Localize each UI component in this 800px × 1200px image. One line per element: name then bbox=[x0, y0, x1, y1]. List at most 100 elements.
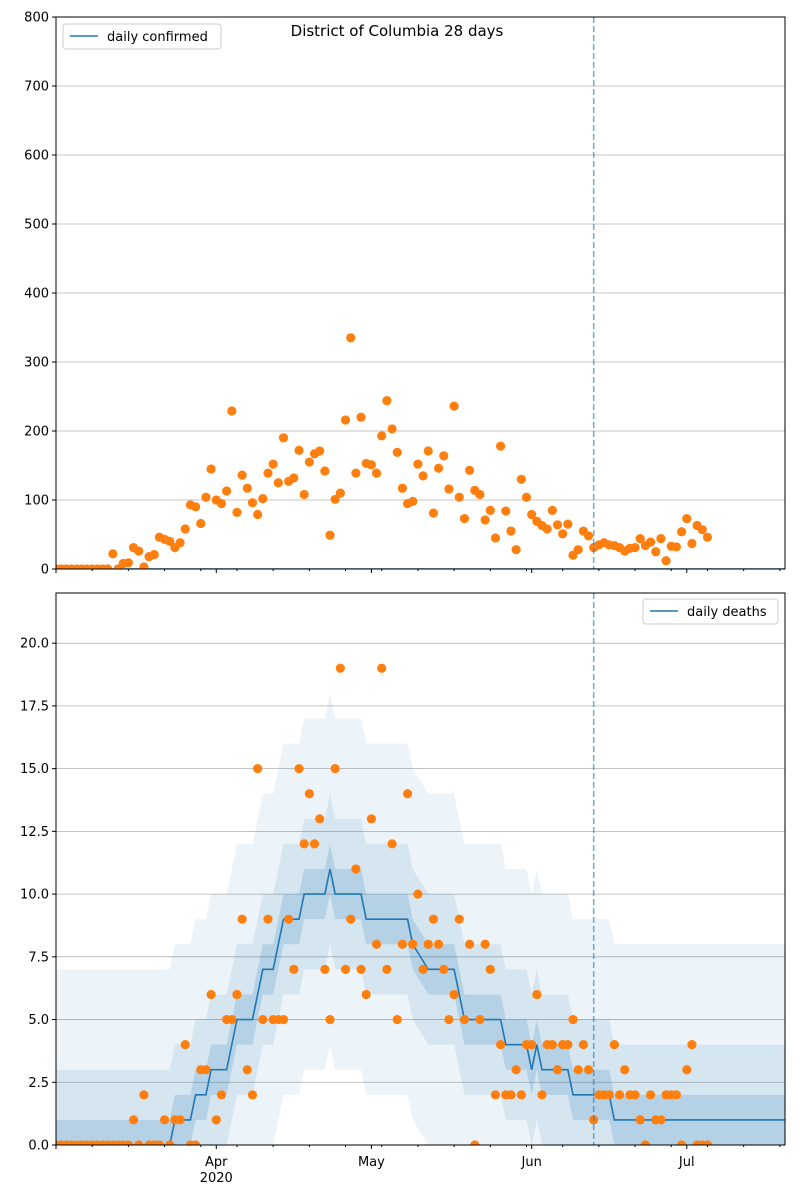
y-tick-label: 0 bbox=[41, 563, 49, 578]
deaths-data-point bbox=[682, 1065, 692, 1075]
y-tick-label: 10.0 bbox=[20, 888, 49, 903]
y-tick-label: 400 bbox=[24, 287, 49, 302]
confirmed-x-axis bbox=[55, 569, 781, 573]
deaths-data-point bbox=[516, 1090, 526, 1100]
deaths-data-point bbox=[397, 939, 408, 949]
deaths-data-point bbox=[289, 964, 299, 974]
confirmed-data-point bbox=[459, 514, 470, 524]
deaths-data-point bbox=[604, 1090, 614, 1100]
confirmed-data-point bbox=[671, 542, 682, 552]
deaths-data-point bbox=[382, 964, 392, 974]
confirmed-data-point bbox=[242, 483, 252, 493]
chart-title: District of Columbia 28 days bbox=[291, 22, 504, 40]
deaths-data-point bbox=[418, 964, 428, 974]
confirmed-data-point bbox=[149, 549, 159, 560]
confirmed-data-point bbox=[397, 483, 408, 493]
deaths-data-point bbox=[242, 1065, 252, 1075]
deaths-data-point bbox=[190, 1140, 201, 1145]
deaths-data-point bbox=[154, 1140, 165, 1145]
confirmed-data-point bbox=[371, 468, 382, 478]
deaths-data-point bbox=[465, 939, 475, 949]
confirmed-data-point bbox=[480, 515, 490, 525]
confirmed-data-point bbox=[351, 468, 361, 478]
confirmed-data-point bbox=[465, 465, 475, 475]
deaths-data-point bbox=[206, 989, 216, 1000]
y-tick-label: 500 bbox=[24, 218, 49, 233]
confirmed-data-point bbox=[134, 546, 144, 556]
confirmed-data-point bbox=[444, 484, 454, 494]
confirmed-data-point bbox=[103, 564, 113, 569]
deaths-data-point bbox=[253, 764, 263, 774]
confirmed-data-point bbox=[263, 468, 273, 478]
deaths-data-point bbox=[216, 1090, 227, 1100]
y-tick-label: 600 bbox=[24, 149, 49, 164]
confirmed-data-point bbox=[382, 396, 392, 406]
deaths-data-point bbox=[128, 1115, 139, 1125]
y-tick-label: 700 bbox=[24, 80, 49, 95]
confirmed-data-point bbox=[408, 496, 418, 506]
confirmed-data-point bbox=[190, 502, 201, 512]
y-tick-label: 2.5 bbox=[28, 1076, 49, 1091]
deaths-data-point bbox=[139, 1090, 149, 1100]
deaths-data-point bbox=[361, 989, 371, 1000]
x-tick-label: Jul bbox=[678, 1155, 695, 1170]
confirmed-data-point bbox=[356, 412, 366, 422]
x-tick-sublabel: 2020 bbox=[200, 1171, 233, 1186]
confirmed-data-point bbox=[661, 556, 671, 566]
confirmed-data-point bbox=[676, 527, 687, 537]
deaths-data-point bbox=[304, 789, 314, 799]
confirmed-data-point bbox=[320, 466, 330, 476]
deaths-data-point bbox=[485, 964, 495, 974]
confirmed-data-point bbox=[433, 463, 444, 473]
deaths-data-point bbox=[578, 1040, 588, 1050]
confirmed-data-point bbox=[651, 547, 661, 557]
deaths-axes-frame bbox=[55, 592, 786, 1146]
confirmed-observed-points bbox=[56, 333, 713, 569]
deaths-data-point bbox=[428, 914, 439, 924]
deaths-data-point bbox=[454, 914, 464, 924]
confirmed-data-point bbox=[294, 445, 304, 455]
deaths-data-point bbox=[459, 1014, 470, 1025]
deaths-data-point bbox=[687, 1040, 697, 1050]
deaths-legend: daily deaths bbox=[642, 598, 779, 625]
confirmed-data-point bbox=[542, 524, 552, 534]
deaths-data-point bbox=[309, 839, 320, 849]
deaths-data-point bbox=[480, 939, 490, 949]
deaths-data-point bbox=[444, 1014, 454, 1025]
deaths-data-point bbox=[635, 1115, 645, 1125]
deaths-data-point bbox=[371, 939, 382, 949]
deaths-data-point bbox=[325, 1014, 335, 1025]
confirmed-data-point bbox=[216, 498, 227, 509]
confirmed-data-point bbox=[335, 488, 345, 498]
deaths-data-point bbox=[490, 1090, 501, 1100]
deaths-data-point bbox=[408, 939, 418, 949]
deaths-y-axis: 0.0 2.5 5.0 7.5 10.0 12.5 15.0 17.5 20.0 bbox=[20, 637, 56, 1154]
confirmed-data-point bbox=[687, 538, 697, 549]
uncertainty-band bbox=[56, 693, 785, 1145]
confirmed-data-point bbox=[206, 464, 216, 474]
confirmed-data-point bbox=[201, 492, 211, 502]
deaths-data-point bbox=[676, 1140, 687, 1145]
deaths-data-point bbox=[470, 1140, 480, 1145]
confirmed-data-point bbox=[563, 519, 573, 529]
deaths-data-point bbox=[573, 1065, 583, 1075]
deaths-data-point bbox=[656, 1115, 666, 1125]
deaths-data-point bbox=[175, 1115, 185, 1125]
deaths-data-point bbox=[552, 1065, 563, 1075]
deaths-data-point bbox=[537, 1090, 547, 1100]
deaths-data-point bbox=[247, 1090, 258, 1100]
deaths-data-point bbox=[563, 1040, 573, 1050]
deaths-data-point bbox=[402, 789, 413, 799]
deaths-data-point bbox=[496, 1040, 506, 1050]
deaths-data-point bbox=[620, 1065, 630, 1075]
confirmed-legend-box bbox=[62, 23, 222, 50]
deaths-data-point bbox=[294, 764, 304, 774]
deaths-data-point bbox=[439, 964, 449, 974]
deaths-data-point bbox=[335, 663, 345, 673]
deaths-data-point bbox=[201, 1065, 211, 1075]
deaths-data-point bbox=[211, 1115, 221, 1125]
confirmed-data-point bbox=[278, 433, 289, 443]
confirmed-data-point bbox=[180, 524, 190, 534]
confirmed-data-point bbox=[511, 545, 521, 555]
